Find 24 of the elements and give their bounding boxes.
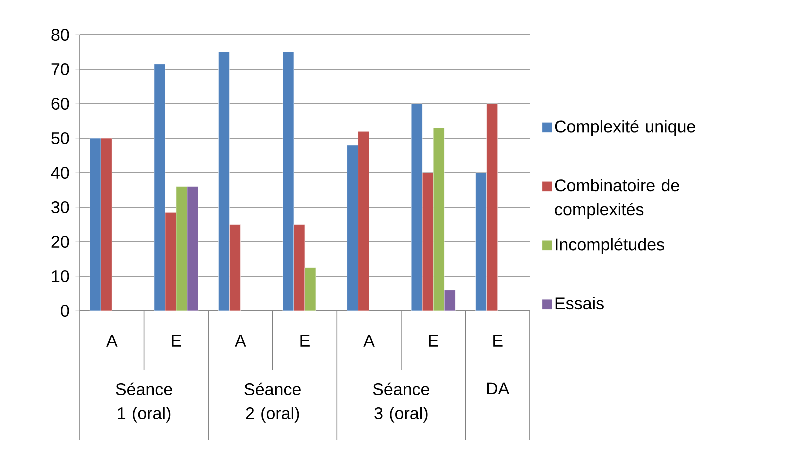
y-tick-label: 80 xyxy=(52,28,70,42)
x-tick-label: E xyxy=(429,335,439,347)
y-tick-label: 60 xyxy=(52,98,70,110)
legend-label: Complexité unique xyxy=(555,120,696,136)
y-tick-label: 20 xyxy=(52,236,70,248)
x-tick-label: A xyxy=(235,335,246,347)
text: Séance 1 (oral) xyxy=(116,382,172,423)
x-tick-label: E xyxy=(172,335,182,347)
legend-label: Essais xyxy=(556,297,604,310)
y-tick-label: 50 xyxy=(52,132,70,145)
y-tick-label: 0 xyxy=(61,304,70,318)
y-tick-label: 30 xyxy=(52,201,70,214)
x-tick-label: A xyxy=(364,335,375,347)
y-tick-label: 70 xyxy=(52,63,70,76)
text: DA xyxy=(487,382,510,395)
text: Séance 3 (oral) xyxy=(373,382,430,423)
legend-label: Incomplétudes xyxy=(556,238,664,254)
text: Séance 2 (oral) xyxy=(244,382,301,423)
x-tick-label: A xyxy=(106,335,118,347)
y-tick-label: 40 xyxy=(51,166,70,180)
legend-label: Combinatoire de complexités xyxy=(555,179,680,220)
x-tick-label: E xyxy=(494,335,503,347)
y-tick-label: 10 xyxy=(52,270,70,283)
x-tick-label: E xyxy=(300,335,310,347)
